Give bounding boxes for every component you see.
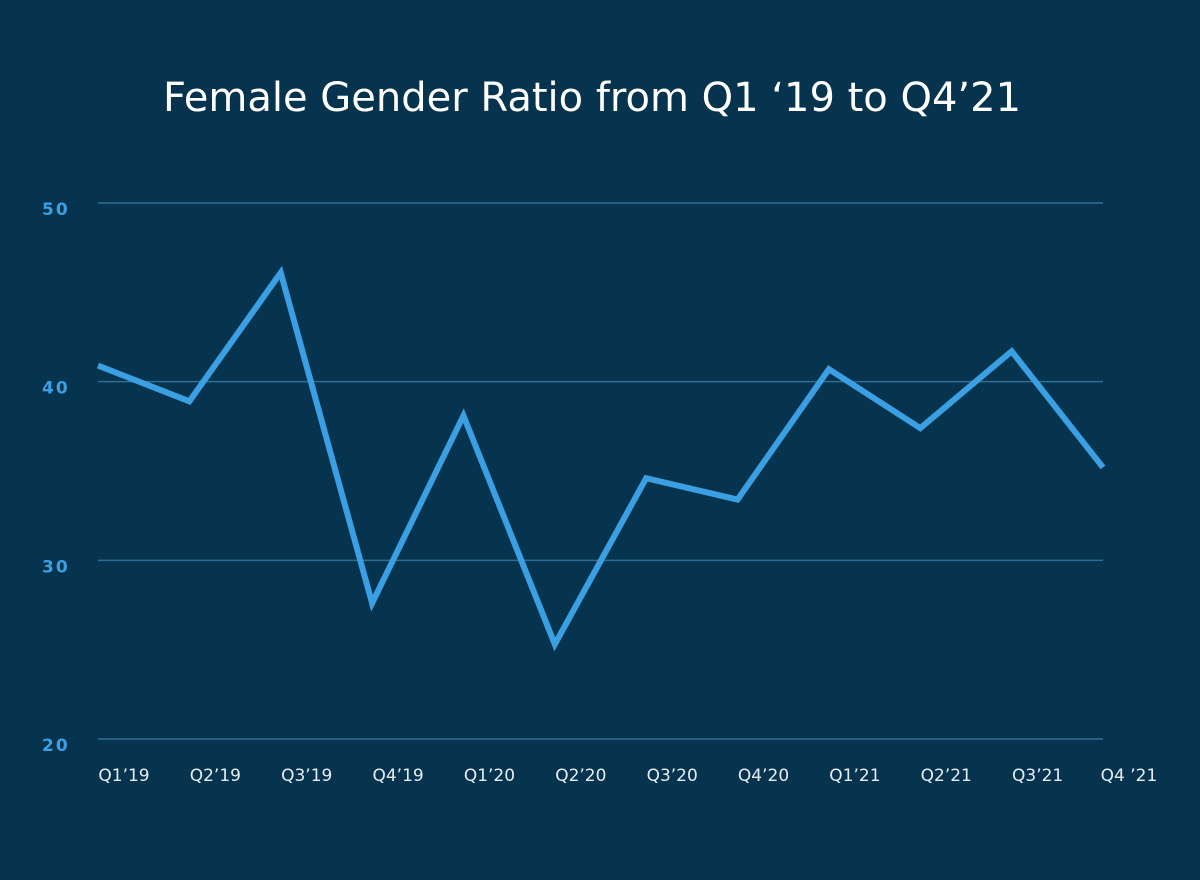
- y-tick-label: 40: [42, 379, 70, 399]
- x-tick-label: Q2’20: [555, 766, 606, 786]
- x-tick-label: Q3’19: [281, 766, 332, 786]
- x-tick-label: Q1’19: [98, 766, 149, 786]
- x-tick-label: Q4’20: [738, 766, 789, 786]
- x-tick-label: Q2’19: [190, 766, 241, 786]
- chart-title: Female Gender Ratio from Q1 ‘19 to Q4’21: [163, 75, 1021, 121]
- x-tick-label: Q2’21: [921, 766, 972, 786]
- y-tick-label: 20: [42, 736, 70, 756]
- x-tick-label: Q4 ’21: [1101, 766, 1158, 786]
- x-tick-label: Q1’20: [464, 766, 515, 786]
- y-tick-label: 50: [42, 200, 70, 220]
- x-tick-label: Q3’20: [647, 766, 698, 786]
- y-tick-label: 30: [42, 557, 70, 577]
- x-tick-label: Q1’21: [829, 766, 880, 786]
- x-tick-label: Q4’19: [372, 766, 423, 786]
- data-line: [96, 265, 1106, 652]
- x-tick-label: Q3’21: [1012, 766, 1063, 786]
